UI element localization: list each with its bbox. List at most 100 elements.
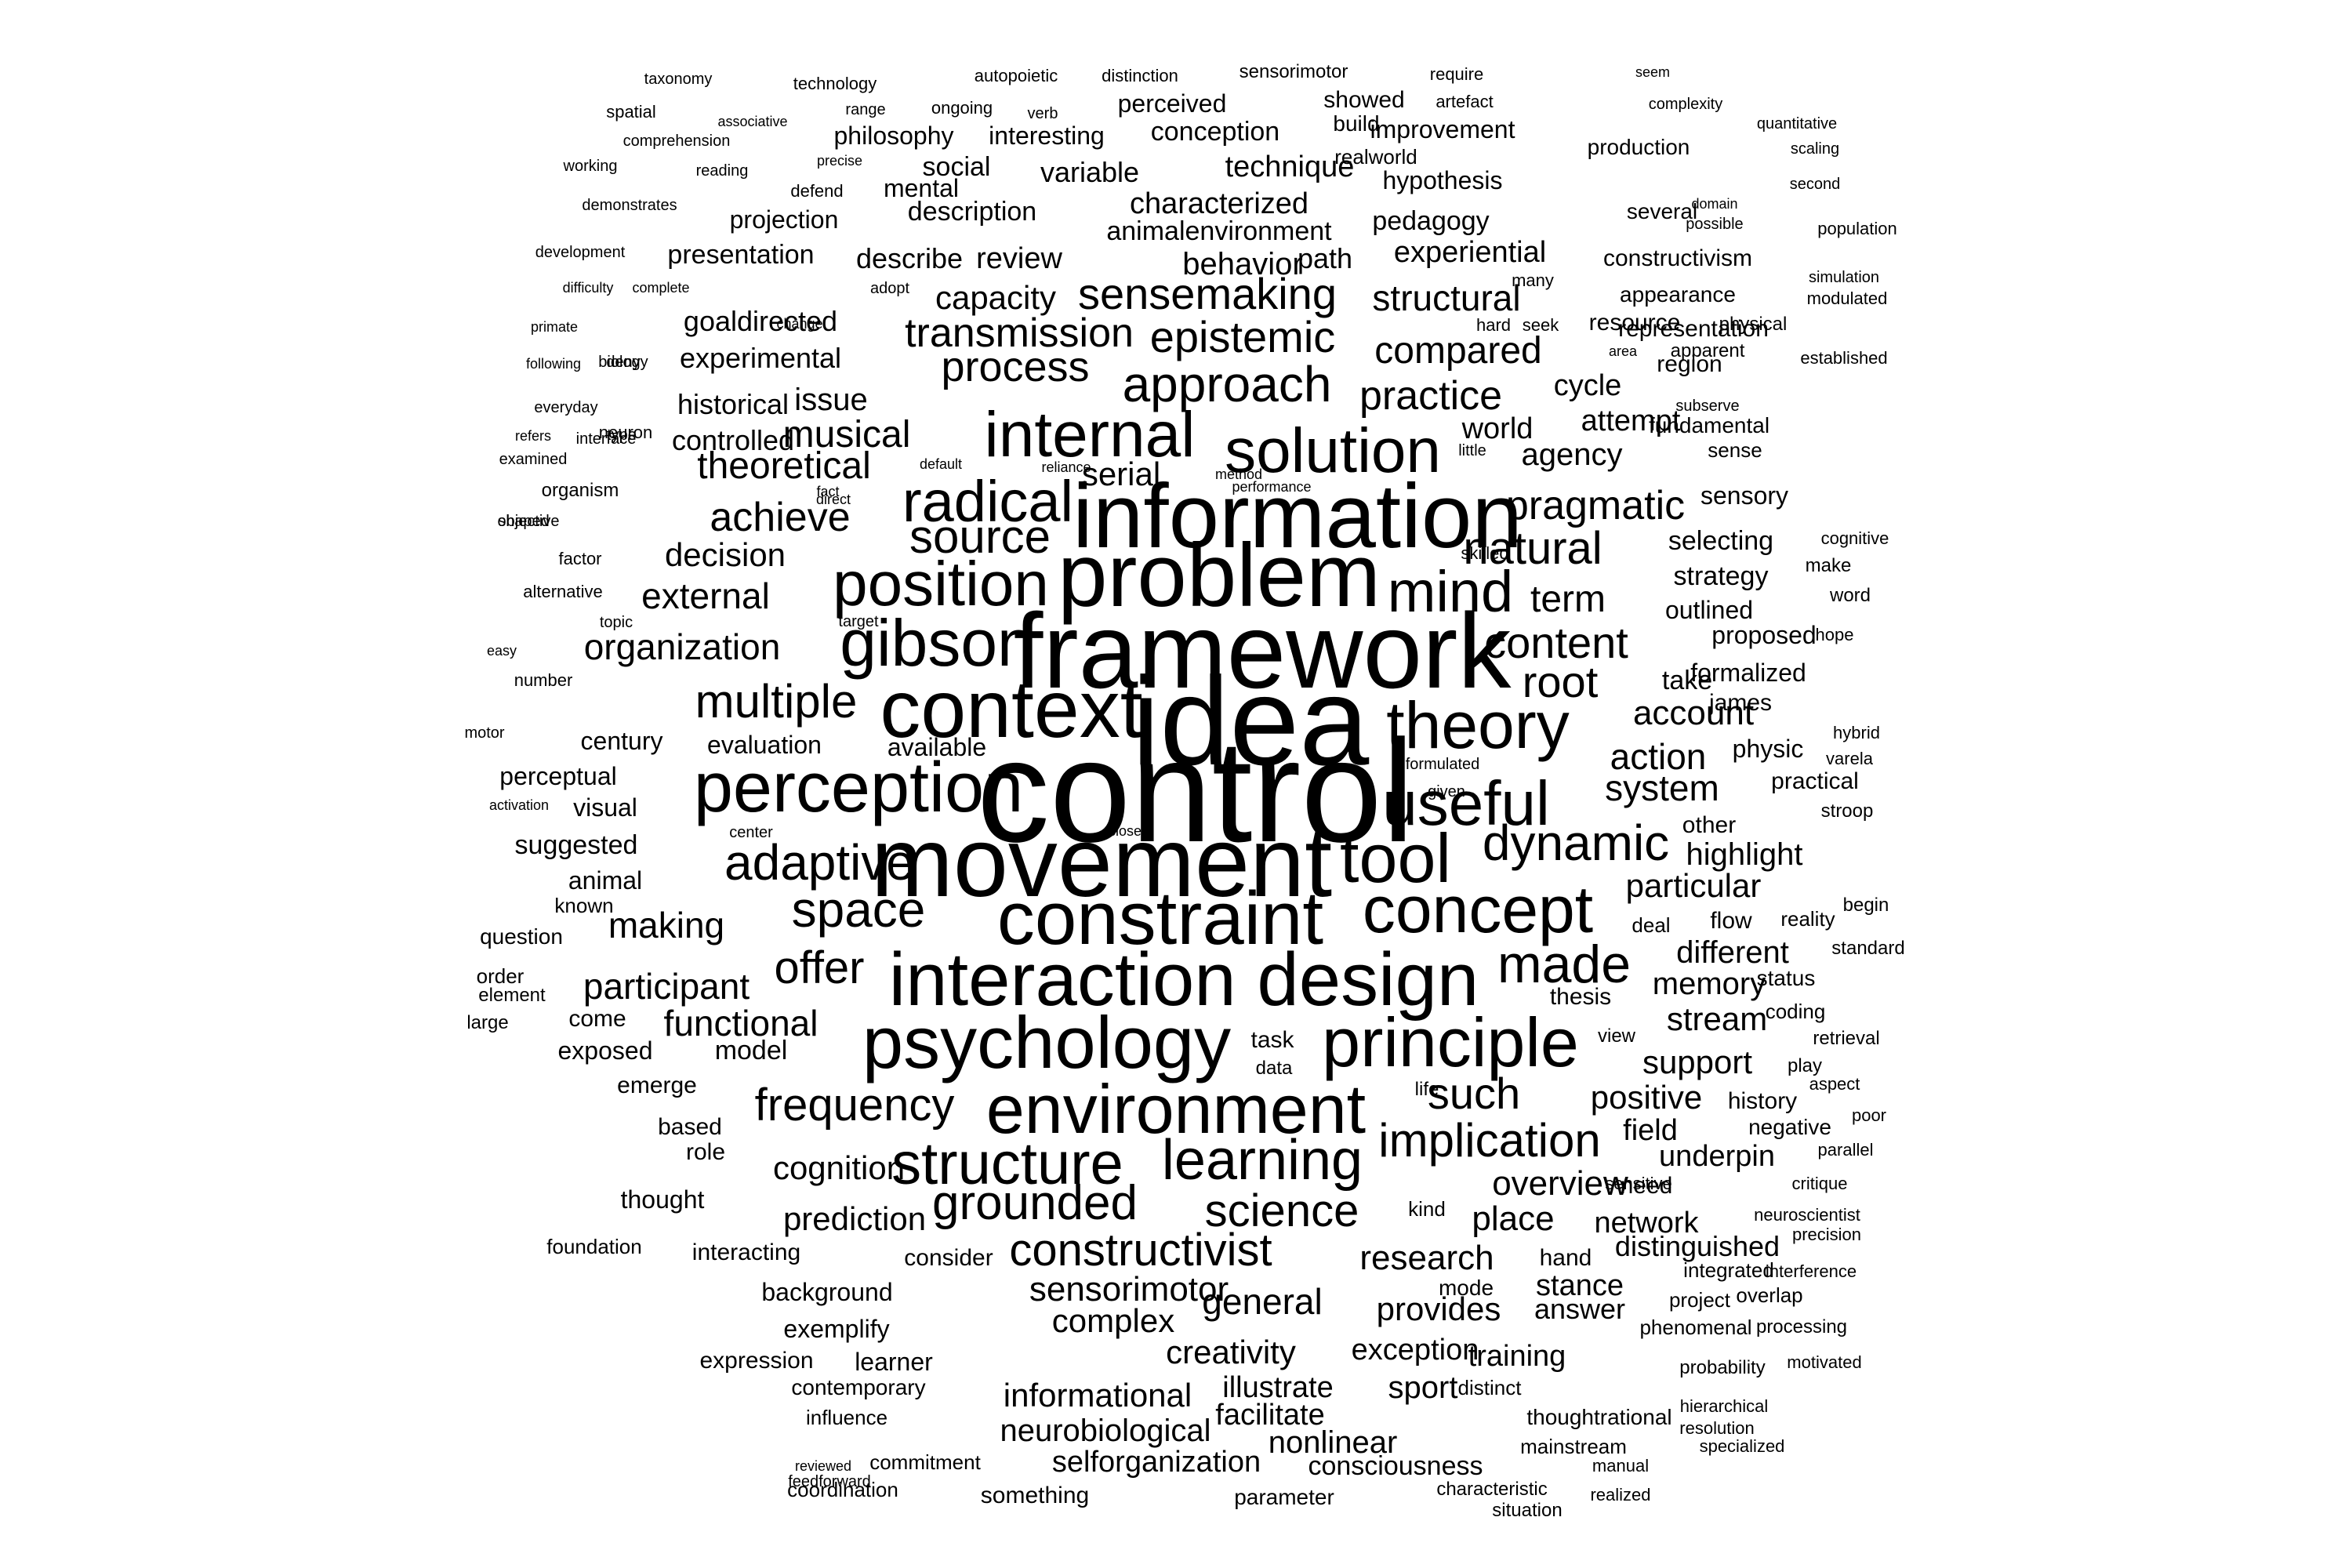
word-compared-48: compared — [1374, 330, 1542, 372]
word-dynamic-30: dynamic — [1482, 815, 1670, 871]
word-context-6: context — [880, 664, 1143, 755]
word-critique-221: critique — [1791, 1174, 1848, 1193]
word-interesting-126: interesting — [989, 122, 1105, 150]
word-research-67: research — [1359, 1239, 1494, 1277]
word-james-145: james — [1708, 690, 1773, 716]
word-different-76: different — [1676, 935, 1789, 970]
word-movement-3: movement — [870, 807, 1333, 917]
word-multiple-27: multiple — [695, 675, 858, 728]
word-deny-277: deny — [606, 354, 641, 371]
word-internal-20: internal — [984, 399, 1196, 470]
word-structural-49: structural — [1372, 278, 1521, 318]
word-structure-23: structure — [891, 1131, 1123, 1197]
word-transmission-45: transmission — [905, 310, 1134, 356]
word-facilitate-91: facilitate — [1215, 1399, 1325, 1432]
word-defend-267: defend — [790, 181, 844, 201]
word-principle-14: principle — [1322, 1004, 1579, 1081]
word-environment-13: environment — [985, 1070, 1367, 1148]
word-complexity-249: complexity — [1648, 96, 1723, 113]
word-neurobiological-93: neurobiological — [1000, 1414, 1211, 1448]
word-natural-41: natural — [1463, 523, 1602, 574]
word-stance-85: stance — [1536, 1269, 1624, 1302]
word-sensorimotor-253: sensorimotor — [1239, 61, 1348, 82]
word-something-179: something — [980, 1483, 1090, 1508]
word-perceived-123: perceived — [1117, 89, 1227, 118]
word-change-273: change — [776, 316, 823, 332]
word-contemporary-176: contemporary — [791, 1375, 926, 1399]
word-close-303: close — [1108, 823, 1142, 839]
word-field-81: field — [1623, 1114, 1678, 1147]
word-technology-256: technology — [793, 74, 877, 93]
word-method-293: method — [1214, 466, 1263, 482]
word-theory-15: theory — [1386, 688, 1570, 762]
word-hierarchical-215: hierarchical — [1679, 1396, 1769, 1416]
word-controlled-100: controlled — [671, 424, 795, 456]
word-network-83: network — [1594, 1207, 1699, 1240]
word-space-25: space — [791, 881, 926, 938]
word-emerge-164: emerge — [617, 1073, 697, 1098]
word-thesis-199: thesis — [1549, 984, 1612, 1010]
word-frequency-36: frequency — [754, 1080, 955, 1131]
word-sensory-139: sensory — [1700, 481, 1789, 510]
word-biology-275: biology — [598, 354, 648, 371]
word-stroop-225: stroop — [1820, 800, 1874, 822]
word-influence-177: influence — [805, 1406, 888, 1429]
word-type-283: type — [607, 426, 637, 444]
word-kind-188: kind — [1408, 1197, 1446, 1221]
word-memory-75: memory — [1652, 967, 1766, 1001]
word-primate-274: primate — [530, 319, 579, 335]
word-life-191: life — [1414, 1079, 1439, 1100]
word-framework-2: framework — [1013, 591, 1512, 710]
word-reality-198: reality — [1780, 907, 1835, 931]
word-resource-135: resource — [1588, 310, 1681, 336]
word-variable-119: variable — [1040, 156, 1140, 188]
word-poor-223: poor — [1851, 1105, 1887, 1125]
word-precision-206: precision — [1791, 1225, 1862, 1244]
word-hypothesis-125: hypothesis — [1382, 166, 1503, 194]
word-selforganization-94: selforganization — [1051, 1446, 1261, 1479]
word-probability-213: probability — [1679, 1357, 1766, 1378]
word-psychology-8: psychology — [862, 1001, 1232, 1083]
word-second-246: second — [1789, 176, 1841, 193]
word-aspect-224: aspect — [1809, 1074, 1860, 1094]
word-realized-219: realized — [1590, 1485, 1651, 1504]
word-presentation-111: presentation — [667, 240, 815, 270]
word-shaped-290: shaped — [498, 513, 550, 530]
word-little-289: little — [1458, 442, 1486, 459]
word-examined-281: examined — [499, 451, 568, 468]
word-conception-122: conception — [1150, 117, 1280, 147]
word-population-243: population — [1817, 219, 1897, 238]
word-come-162: come — [568, 1006, 626, 1032]
word-feedforward-309: feedforward — [788, 1473, 871, 1490]
word-word-229: word — [1829, 585, 1871, 606]
word-complete-271: complete — [632, 280, 690, 296]
word-range-260: range — [845, 101, 886, 118]
word-artefact-251: artefact — [1436, 92, 1494, 111]
word-perceptual-153: perceptual — [499, 762, 617, 790]
word-stream-74: stream — [1666, 1000, 1768, 1037]
word-domain-245: domain — [1691, 196, 1738, 212]
word-highlight-78: highlight — [1686, 837, 1803, 872]
word-exception-87: exception — [1351, 1334, 1479, 1367]
word-flow-196: flow — [1710, 908, 1752, 934]
word-sensorimotor-70: sensorimotor — [1029, 1270, 1229, 1308]
word-physic-146: physic — [1732, 735, 1804, 763]
word-many-240: many — [1512, 270, 1554, 290]
word-formulated-304: formulated — [1405, 756, 1480, 773]
word-consider-171: consider — [904, 1245, 993, 1271]
word-region-137: region — [1657, 351, 1722, 377]
word-decision-55: decision — [664, 536, 786, 573]
word-interaction-design-7: interaction design — [888, 938, 1479, 1022]
word-objective-291: objective — [497, 513, 560, 530]
word-offer-37: offer — [774, 942, 865, 993]
word-distinction-254: distinction — [1102, 66, 1178, 85]
word-project-210: project — [1668, 1288, 1731, 1312]
word-perception-10: perception — [693, 749, 1024, 827]
word-issue-101: issue — [794, 383, 868, 417]
word-default-284: default — [919, 456, 963, 472]
word-underpin-82: underpin — [1659, 1140, 1775, 1173]
word-solution-19: solution — [1225, 416, 1441, 485]
word-practice-47: practice — [1359, 373, 1503, 419]
word-mainstream-183: mainstream — [1520, 1435, 1627, 1458]
word-positive-80: positive — [1590, 1079, 1703, 1116]
